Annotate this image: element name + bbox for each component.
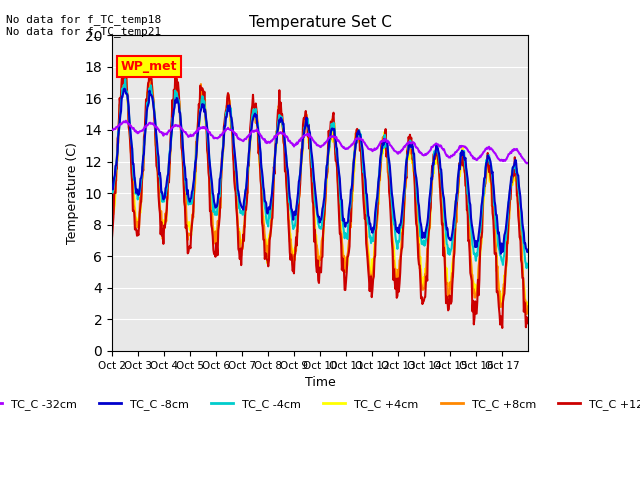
Text: No data for f_TC_temp21: No data for f_TC_temp21: [6, 26, 162, 37]
Text: No data for f_TC_temp18: No data for f_TC_temp18: [6, 13, 162, 24]
X-axis label: Time: Time: [305, 376, 335, 389]
Y-axis label: Temperature (C): Temperature (C): [66, 142, 79, 244]
Title: Temperature Set C: Temperature Set C: [248, 15, 392, 30]
Text: WP_met: WP_met: [120, 60, 177, 73]
Legend: TC_C -32cm, TC_C -8cm, TC_C -4cm, TC_C +4cm, TC_C +8cm, TC_C +12cm: TC_C -32cm, TC_C -8cm, TC_C -4cm, TC_C +…: [0, 395, 640, 415]
